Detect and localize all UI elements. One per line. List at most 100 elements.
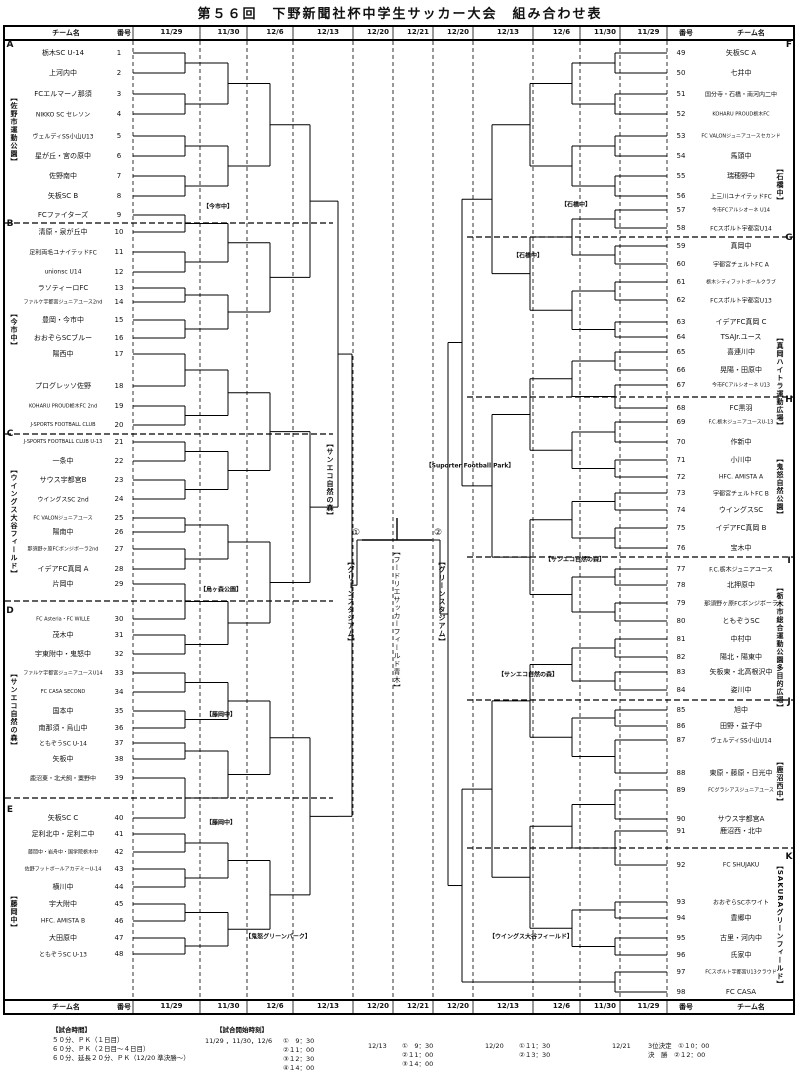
team-number: 29 [114, 580, 124, 588]
team-name: J-SPORTS FOOTBALL CLUB U-13 [23, 439, 103, 445]
team-name: 陽西中 [52, 350, 74, 358]
team-number: 80 [676, 617, 686, 625]
team-name: 東原・藤原・日光中 [709, 769, 773, 777]
team-number: 14 [114, 298, 124, 306]
venue-label-interior: 【サンエコ自然の森】 [544, 556, 606, 564]
venue-label-left: 【佐野市運動公園】 [10, 94, 18, 166]
team-name: FCスポルト宇都宮U14 [710, 225, 772, 233]
team-name: 矢板SC B [47, 192, 79, 200]
team-name: 中村中 [730, 635, 752, 643]
team-number: 77 [676, 565, 686, 573]
team-name: 七井中 [730, 69, 752, 77]
team-number: 63 [676, 318, 686, 326]
schedule-time: ②１1：00 [402, 1051, 434, 1059]
team-name: プログレッソ佐野 [35, 382, 91, 390]
team-number: 11 [114, 248, 124, 256]
team-name: 矢板SC C [47, 814, 79, 822]
team-name: 北押原中 [727, 581, 755, 589]
team-name: 南那須・烏山中 [38, 724, 88, 732]
team-number: 84 [676, 686, 686, 694]
team-number: 20 [114, 421, 124, 429]
team-name: 今市FCアルシオーネ U13 [712, 382, 770, 389]
group-letter: B [6, 219, 14, 229]
team-name: NIKKO SC セレソン [35, 111, 91, 119]
group-letter: C [6, 429, 14, 439]
team-name: 宇大附中 [49, 900, 77, 908]
team-number: 49 [676, 49, 686, 57]
team-name: 瑞穂野中 [727, 172, 755, 180]
team-number: 13 [114, 284, 124, 292]
header-num-col: 番号 [117, 1003, 131, 1011]
team-name: 古里・河内中 [720, 934, 762, 942]
team-number: 97 [676, 968, 686, 976]
team-name: KOHARU PROUD栃木FC 2nd [28, 403, 98, 410]
team-name: 鹿沼東・北犬飼・粟野中 [29, 775, 97, 783]
team-number: 6 [116, 152, 122, 160]
team-number: 86 [676, 722, 686, 730]
team-number: 52 [676, 110, 686, 118]
header-date: 12/6 [552, 1002, 571, 1010]
team-name: イデアFC真岡 A [37, 565, 89, 573]
team-name: ともぞうSC [722, 617, 760, 625]
team-name: FCスポルト宇都宮U13 [710, 297, 772, 305]
team-number: 89 [676, 786, 686, 794]
schedule-time: 決 勝 ②１2：00 [648, 1051, 706, 1059]
team-name: ヴェルディSS小山U14 [710, 737, 772, 745]
team-number: 19 [114, 402, 124, 410]
venue-label-interior: 【鬼怒グリーンパーク】 [245, 933, 311, 941]
team-name: 片岡中 [52, 580, 74, 588]
venue-label-interior: 【サンエコ自然の森】 [497, 671, 559, 679]
team-name: おおぞらSCホワイト [713, 899, 769, 907]
team-number: 23 [114, 476, 124, 484]
team-name: FC VALONジュニアユースセカンド [701, 133, 781, 140]
team-name: 矢板SC A [725, 49, 757, 57]
team-number: 27 [114, 545, 124, 553]
team-number: 5 [116, 132, 122, 140]
group-letter: H [785, 395, 793, 405]
team-name: 佐野南中 [49, 172, 77, 180]
header-date: 12/13 [496, 1002, 520, 1010]
team-name: 足利両毛ユナイテッドFC [29, 249, 97, 257]
match-time-line: ６０分、延長２０分、ＰＫ（12/20 準決勝～） [52, 1054, 190, 1062]
team-name: 馬頭中 [730, 152, 752, 160]
header-date: 11/29 [637, 28, 660, 36]
team-number: 61 [676, 278, 686, 286]
team-number: 68 [676, 404, 686, 412]
team-number: 64 [676, 333, 686, 341]
team-name: FC黒羽 [729, 404, 753, 412]
team-number: 50 [676, 69, 686, 77]
header-date: 12/21 [406, 1002, 430, 1010]
team-name: ともぞうSC U-14 [39, 740, 87, 748]
team-number: 98 [676, 988, 686, 996]
team-name: FCファイターズ [37, 211, 89, 219]
team-number: 35 [114, 707, 124, 715]
team-number: 67 [676, 381, 686, 389]
schedule-date: 12/13 [368, 1042, 387, 1050]
team-name: 那須野ヶ原FCボンジボーラ2nd [27, 546, 99, 553]
team-number: 43 [114, 865, 124, 873]
header-num-col: 番号 [679, 1003, 693, 1011]
team-number: 72 [676, 473, 686, 481]
team-name: 鹿沼西・北中 [720, 827, 762, 835]
team-number: 2 [116, 69, 122, 77]
team-number: 65 [676, 348, 686, 356]
venue-label-interior: 【石橋中】 [512, 252, 544, 260]
team-name: 喜連川中 [727, 348, 755, 356]
header-num-col: 番号 [117, 29, 131, 37]
team-number: 79 [676, 599, 686, 607]
team-name: ラソティーロFC [37, 284, 89, 292]
header-team-col: チーム名 [737, 1003, 765, 1011]
team-number: 41 [114, 830, 124, 838]
team-name: 矢板中 [52, 755, 74, 763]
team-number: 85 [676, 706, 686, 714]
group-letter: F [785, 40, 793, 50]
team-name: 作新中 [730, 438, 752, 446]
team-number: 7 [116, 172, 122, 180]
group-letter: I [787, 556, 791, 566]
venue-label-right: 【鹿沼西中】 [776, 758, 784, 806]
team-name: KOHARU PROUD栃木FC [712, 111, 770, 118]
team-number: 51 [676, 90, 686, 98]
header-date: 12/6 [266, 1002, 284, 1010]
team-name: 那須野ヶ原FCボンジボーラ [704, 600, 778, 608]
team-number: 15 [114, 316, 124, 324]
